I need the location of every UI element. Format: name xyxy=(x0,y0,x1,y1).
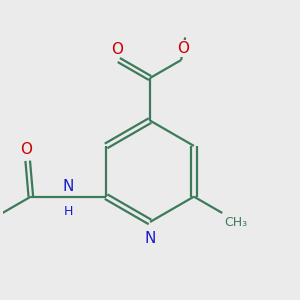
Text: CH₃: CH₃ xyxy=(224,216,247,229)
Text: N: N xyxy=(144,231,156,246)
Text: O: O xyxy=(177,41,189,56)
Text: H: H xyxy=(64,205,73,218)
Text: N: N xyxy=(63,179,74,194)
Text: O: O xyxy=(20,142,32,158)
Text: O: O xyxy=(111,42,123,57)
